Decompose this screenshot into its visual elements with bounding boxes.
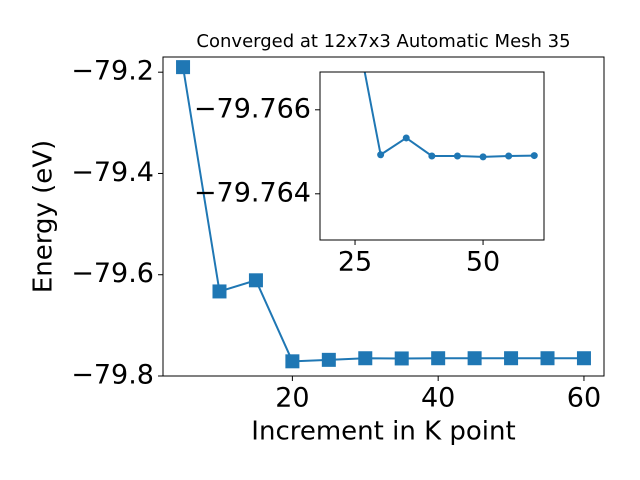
- chart-title: Converged at 12x7x3 Automatic Mesh 35: [196, 31, 570, 52]
- marker: [358, 351, 373, 366]
- marker: [453, 152, 461, 160]
- x-tick-label: 60: [567, 383, 601, 414]
- x-tick-label: 40: [421, 383, 455, 414]
- x-tick-label: 50: [466, 247, 500, 278]
- marker: [428, 152, 436, 160]
- marker: [394, 351, 409, 366]
- axes-frame: [319, 71, 545, 241]
- marker: [402, 134, 410, 142]
- marker: [176, 60, 191, 75]
- axes-frame: [162, 56, 605, 377]
- y-tick-label: −79.766: [194, 93, 311, 124]
- marker: [352, 18, 359, 25]
- marker: [285, 354, 300, 369]
- y-tick-label: −79.2: [71, 56, 154, 87]
- y-tick-label: −79.4: [71, 157, 154, 188]
- plot-area: [352, 18, 538, 161]
- marker: [212, 284, 227, 299]
- marker: [505, 152, 513, 160]
- y-tick-label: −79.8: [71, 360, 154, 391]
- marker: [248, 273, 263, 288]
- marker: [377, 151, 385, 159]
- marker: [576, 351, 591, 366]
- y-axis-label: Energy (eV): [29, 140, 59, 293]
- marker: [504, 351, 519, 366]
- marker: [467, 351, 482, 366]
- marker: [540, 351, 555, 366]
- axes: 25 50 −79.766 −79.764: [194, 18, 545, 278]
- plot-area: [176, 60, 591, 369]
- x-tick-label: 25: [338, 247, 372, 278]
- marker: [321, 352, 336, 367]
- x-axis-label: Increment in K point: [251, 417, 515, 447]
- x-tick-label: 20: [275, 383, 309, 414]
- y-tick-label: −79.6: [71, 258, 154, 289]
- marker: [530, 152, 538, 160]
- y-tick-label: −79.764: [194, 177, 311, 208]
- marker: [431, 351, 446, 366]
- marker: [479, 153, 487, 161]
